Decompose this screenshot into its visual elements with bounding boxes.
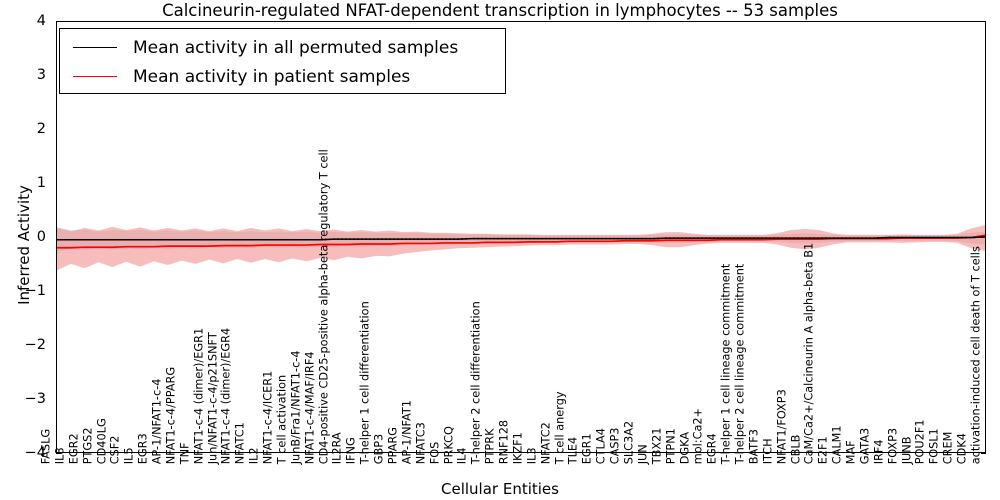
x-tick-label: CD4-positive CD25-positive alpha-beta re… <box>317 149 331 465</box>
x-tick-label: FOS <box>428 441 442 465</box>
chart-title: Calcineurin-regulated NFAT-dependent tra… <box>162 1 838 20</box>
x-tick-label: FASLG <box>39 428 53 465</box>
x-tick-label: MAF <box>844 440 858 465</box>
legend-item-patient: Mean activity in patient samples <box>60 62 505 91</box>
x-tick-label: PRKCQ <box>442 426 456 465</box>
x-tick-label: EGR1 <box>581 433 595 465</box>
x-tick-label: CDK4 <box>955 433 969 465</box>
y-tick-label: −2 <box>24 337 46 353</box>
x-tick-label: CBLB <box>789 434 803 465</box>
x-tick-label: PPARG <box>386 427 400 465</box>
x-tick-label: T-helper 2 cell differentiation <box>470 301 483 465</box>
y-tick-mark <box>56 453 61 454</box>
x-tick-label: IL4 <box>456 447 470 465</box>
y-tick-label: 0 <box>36 229 46 245</box>
x-tick-label: PTGS2 <box>81 427 95 465</box>
y-tick-label: −1 <box>24 283 46 299</box>
x-tick-label: T cell anergy <box>553 391 567 465</box>
x-tick-label: mol:Ca2+ <box>692 407 706 465</box>
line-permuted-path <box>57 237 985 240</box>
x-tick-label: JunB/Fra1/NFAT1-c-4 <box>289 350 303 465</box>
x-axis-label: Cellular Entities <box>441 480 559 498</box>
x-tick-label: NFAT1/FOXP3 <box>775 389 789 465</box>
x-tick-label: activation-induced cell death of T cells <box>969 246 983 465</box>
legend-label-patient: Mean activity in patient samples <box>133 66 411 87</box>
x-tick-label: T-helper 1 cell differentiation <box>358 301 372 465</box>
x-tick-label: JUN <box>636 444 650 465</box>
x-tick-label: RNF128 <box>497 419 511 465</box>
x-tick-label: IL2 <box>247 447 261 465</box>
plot-area <box>56 21 986 453</box>
x-tick-label: NFATC3 <box>414 422 428 465</box>
y-tick-mark <box>981 453 986 454</box>
x-tick-label: CaM/Ca2+/Calcineurin A alpha-beta B1 <box>803 242 817 465</box>
x-tick-label: NFAT1-c-4 (dimer)/EGR1 <box>192 327 206 465</box>
x-tick-label: NFAT1-c-4/PPARG <box>164 366 178 465</box>
x-tick-label: AP-1/NFAT1 <box>400 400 414 465</box>
legend-swatch-patient <box>73 76 117 77</box>
x-tick-label: EGR2 <box>67 433 81 465</box>
x-tick-label: IKZF1 <box>511 432 525 465</box>
x-tick-label: CALM1 <box>830 425 844 465</box>
x-tick-label: EGR4 <box>705 433 719 465</box>
x-tick-label: E2F1 <box>817 436 831 465</box>
legend-label-permuted: Mean activity in all permuted samples <box>133 37 459 58</box>
y-tick-label: 1 <box>36 175 46 191</box>
x-tick-label: CD40LG <box>95 418 109 465</box>
y-tick-label: −4 <box>24 445 46 461</box>
x-tick-label: IL5 <box>122 447 136 465</box>
x-tick-label: FOSL1 <box>928 428 942 465</box>
x-tick-label: IL8 <box>53 447 67 465</box>
x-tick-label: BATF3 <box>747 429 761 465</box>
x-tick-label: TLE4 <box>567 436 581 465</box>
y-tick-label: 2 <box>36 121 46 137</box>
x-tick-label: TNF <box>178 442 192 465</box>
x-tick-label: TBX21 <box>650 427 664 465</box>
x-tick-label: FOXP3 <box>886 427 900 465</box>
x-tick-label: DGKA <box>678 431 692 465</box>
x-tick-label: SLC3A2 <box>622 420 636 465</box>
legend: Mean activity in all permuted samples Me… <box>59 28 506 94</box>
permuted-mean-line <box>57 237 985 240</box>
x-tick-label: CREM <box>941 431 955 465</box>
x-tick-label: CASP3 <box>608 427 622 465</box>
x-tick-label: IL2RA <box>331 432 345 465</box>
x-tick-label: T-helper 2 cell lineage commitment <box>733 263 747 465</box>
x-tick-label: EGR3 <box>136 433 150 465</box>
x-tick-label: CTLA4 <box>594 428 608 465</box>
x-tick-label: NFAT1-c-4/MAF/IRF4 <box>303 351 317 465</box>
y-tick-label: 3 <box>36 67 46 83</box>
x-tick-label: IFNG <box>345 437 359 465</box>
plot-svg <box>57 225 985 271</box>
x-tick-label: NFAT1-c-4/ICER1 <box>261 370 275 465</box>
legend-swatch-permuted <box>73 47 117 48</box>
x-tick-label: NFAT1-c-4 (dimer)/EGR4 <box>220 327 234 465</box>
x-tick-label: IL3 <box>525 447 539 465</box>
x-tick-label: NFATC1 <box>234 422 248 465</box>
x-tick-label: T-helper 1 cell lineage commitment <box>719 263 733 465</box>
x-tick-label: NFATC2 <box>539 422 553 465</box>
y-tick-label: 4 <box>36 13 46 29</box>
x-tick-label: IRF4 <box>872 439 886 465</box>
x-tick-label: GATA3 <box>858 427 872 465</box>
x-tick-label: POU2F1 <box>914 419 928 465</box>
x-tick-label: PTPN1 <box>664 428 678 465</box>
x-tick-label: CSF2 <box>109 435 123 465</box>
x-tick-label: JUNB <box>900 436 914 465</box>
band-patient-path <box>57 225 985 271</box>
y-tick-label: −3 <box>24 391 46 407</box>
x-tick-label: GBP3 <box>372 433 386 465</box>
legend-item-permuted: Mean activity in all permuted samples <box>60 33 505 62</box>
x-tick-label: T cell activation <box>275 374 289 465</box>
x-tick-label: AP-1/NFAT1-c-4 <box>150 378 164 465</box>
patient-band <box>57 225 985 271</box>
x-tick-label: Jun/NFAT1-c-4/p21SNFT <box>206 332 220 465</box>
x-tick-label: ITCH <box>761 438 775 465</box>
x-tick-label: PTPRK <box>483 428 497 465</box>
